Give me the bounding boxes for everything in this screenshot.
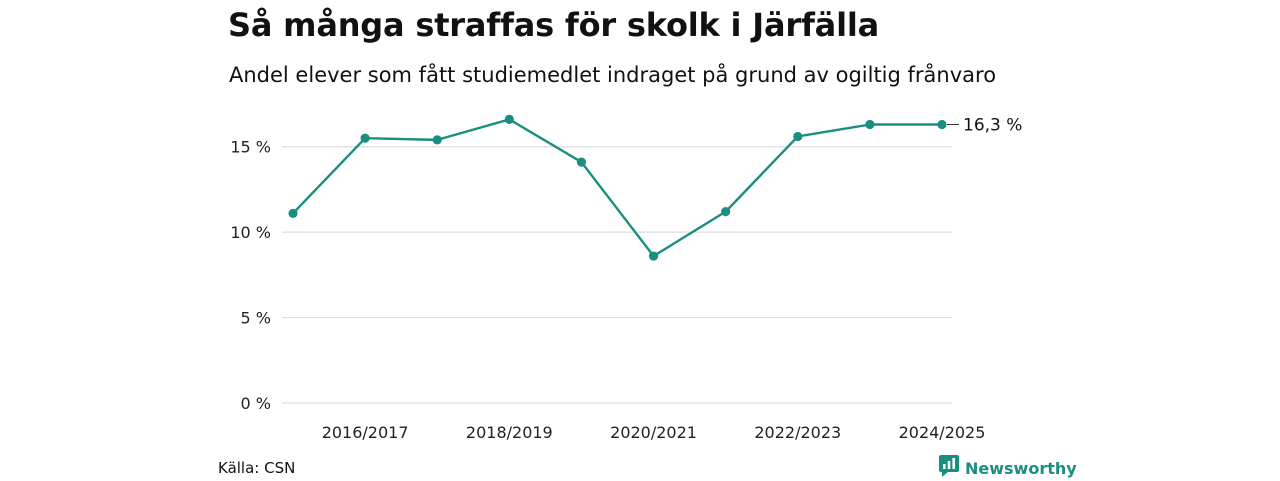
x-tick-label: 2024/2025	[899, 423, 986, 442]
chart-subtitle: Andel elever som fått studiemedlet indra…	[229, 63, 997, 87]
brand-name: Newsworthy	[965, 458, 1077, 478]
series	[288, 114, 947, 261]
y-tick-label: 0 %	[241, 394, 271, 413]
data-point	[576, 157, 587, 167]
x-tick-label: 2016/2017	[322, 423, 409, 442]
data-point	[360, 133, 370, 143]
chart-title: Så många straffas för skolk i Järfälla	[228, 6, 879, 44]
x-tick-label: 2020/2021	[610, 423, 697, 442]
end-value-label: 16,3 %	[963, 116, 1022, 136]
y-tick-label: 15 %	[230, 138, 271, 157]
y-axis-ticks: 0 % 5 % 10 % 15 %	[230, 138, 271, 413]
data-point	[504, 114, 514, 124]
data-point	[793, 131, 803, 142]
x-tick-label: 2018/2019	[466, 423, 553, 442]
x-axis-ticks: 2016/2017 2018/2019 2020/2021 2022/2023 2024…	[322, 423, 986, 442]
data-point	[937, 119, 947, 130]
end-annotation: 16,3 %	[947, 116, 1022, 136]
newsworthy-logo-icon	[939, 455, 959, 481]
x-tick-label: 2022/2023	[754, 423, 841, 442]
data-point	[432, 135, 442, 145]
data-point	[648, 251, 659, 261]
data-point	[721, 207, 731, 217]
y-tick-label: 10 %	[230, 223, 271, 242]
series-line	[292, 118, 942, 258]
data-point	[288, 208, 298, 218]
data-point	[865, 119, 875, 130]
brand-logo[interactable]: Newsworthy	[939, 455, 1077, 481]
y-tick-label: 5 %	[241, 309, 271, 328]
gridlines	[282, 146, 952, 404]
source-note: Källa: CSN	[218, 459, 296, 477]
